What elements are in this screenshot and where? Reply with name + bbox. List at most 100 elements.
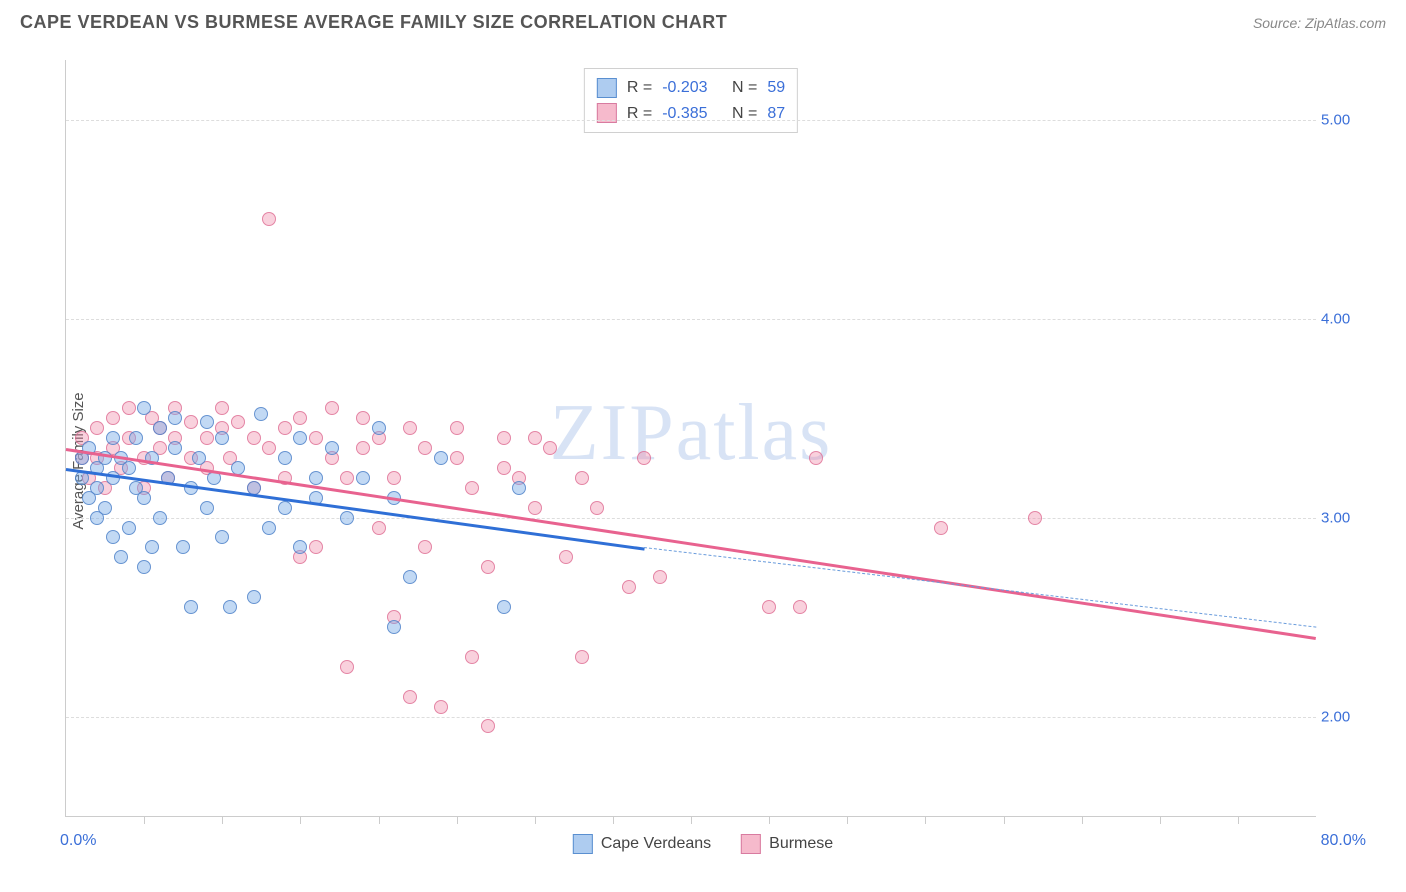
- gridline: [66, 518, 1316, 519]
- data-point: [512, 481, 526, 495]
- data-point: [137, 491, 151, 505]
- data-point: [247, 431, 261, 445]
- data-point: [340, 471, 354, 485]
- data-point: [278, 421, 292, 435]
- swatch-a: [573, 834, 593, 854]
- data-point: [575, 471, 589, 485]
- data-point: [114, 550, 128, 564]
- trend-line: [644, 547, 1316, 628]
- n-value-b: 87: [767, 101, 785, 127]
- data-point: [934, 521, 948, 535]
- x-tick: [769, 816, 770, 824]
- trend-line: [66, 448, 1316, 639]
- data-point: [106, 431, 120, 445]
- data-point: [262, 521, 276, 535]
- r-label: R =: [627, 75, 652, 101]
- data-point: [200, 431, 214, 445]
- data-point: [129, 431, 143, 445]
- y-tick-label: 2.00: [1321, 708, 1376, 725]
- data-point: [356, 441, 370, 455]
- data-point: [231, 415, 245, 429]
- data-point: [90, 481, 104, 495]
- data-point: [387, 620, 401, 634]
- data-point: [559, 550, 573, 564]
- data-point: [176, 540, 190, 554]
- data-point: [403, 570, 417, 584]
- data-point: [153, 511, 167, 525]
- stats-row-b: R = -0.385 N = 87: [597, 101, 785, 127]
- legend-label-a: Cape Verdeans: [601, 835, 711, 853]
- data-point: [168, 411, 182, 425]
- data-point: [543, 441, 557, 455]
- x-tick: [925, 816, 926, 824]
- data-point: [262, 441, 276, 455]
- data-point: [145, 540, 159, 554]
- data-point: [293, 411, 307, 425]
- data-point: [340, 660, 354, 674]
- x-tick: [379, 816, 380, 824]
- trend-line: [66, 468, 644, 550]
- x-tick: [222, 816, 223, 824]
- data-point: [90, 421, 104, 435]
- x-tick: [691, 816, 692, 824]
- x-tick: [535, 816, 536, 824]
- x-tick: [1082, 816, 1083, 824]
- data-point: [309, 471, 323, 485]
- data-point: [293, 431, 307, 445]
- x-tick: [1004, 816, 1005, 824]
- data-point: [356, 471, 370, 485]
- data-point: [809, 451, 823, 465]
- data-point: [325, 441, 339, 455]
- plot-area: ZIPatlas R = -0.203 N = 59 R = -0.385 N …: [65, 60, 1316, 817]
- x-tick: [300, 816, 301, 824]
- data-point: [122, 521, 136, 535]
- data-point: [465, 650, 479, 664]
- chart-title: CAPE VERDEAN VS BURMESE AVERAGE FAMILY S…: [20, 12, 727, 33]
- data-point: [200, 501, 214, 515]
- data-point: [387, 471, 401, 485]
- data-point: [418, 540, 432, 554]
- data-point: [98, 501, 112, 515]
- data-point: [450, 421, 464, 435]
- data-point: [137, 401, 151, 415]
- data-point: [528, 501, 542, 515]
- data-point: [497, 461, 511, 475]
- data-point: [653, 570, 667, 584]
- y-tick-label: 4.00: [1321, 310, 1376, 327]
- data-point: [1028, 511, 1042, 525]
- gridline: [66, 319, 1316, 320]
- data-point: [184, 600, 198, 614]
- data-point: [223, 600, 237, 614]
- data-point: [450, 451, 464, 465]
- chart-container: Average Family Size ZIPatlas R = -0.203 …: [20, 50, 1386, 872]
- data-point: [254, 407, 268, 421]
- data-point: [215, 401, 229, 415]
- data-point: [356, 411, 370, 425]
- data-point: [293, 540, 307, 554]
- x-axis-max: 80.0%: [1321, 832, 1366, 850]
- data-point: [192, 451, 206, 465]
- data-point: [247, 590, 261, 604]
- source-label: Source: ZipAtlas.com: [1253, 15, 1386, 31]
- data-point: [137, 560, 151, 574]
- data-point: [434, 700, 448, 714]
- watermark: ZIPatlas: [550, 388, 833, 479]
- data-point: [340, 511, 354, 525]
- data-point: [434, 451, 448, 465]
- data-point: [200, 415, 214, 429]
- data-point: [122, 461, 136, 475]
- x-axis-min: 0.0%: [60, 832, 96, 850]
- data-point: [122, 401, 136, 415]
- y-tick-label: 3.00: [1321, 509, 1376, 526]
- n-label: N =: [732, 75, 757, 101]
- gridline: [66, 120, 1316, 121]
- data-point: [153, 421, 167, 435]
- data-point: [465, 481, 479, 495]
- x-tick: [1238, 816, 1239, 824]
- data-point: [418, 441, 432, 455]
- x-tick: [1160, 816, 1161, 824]
- data-point: [278, 501, 292, 515]
- x-tick: [847, 816, 848, 824]
- data-point: [309, 431, 323, 445]
- data-point: [403, 421, 417, 435]
